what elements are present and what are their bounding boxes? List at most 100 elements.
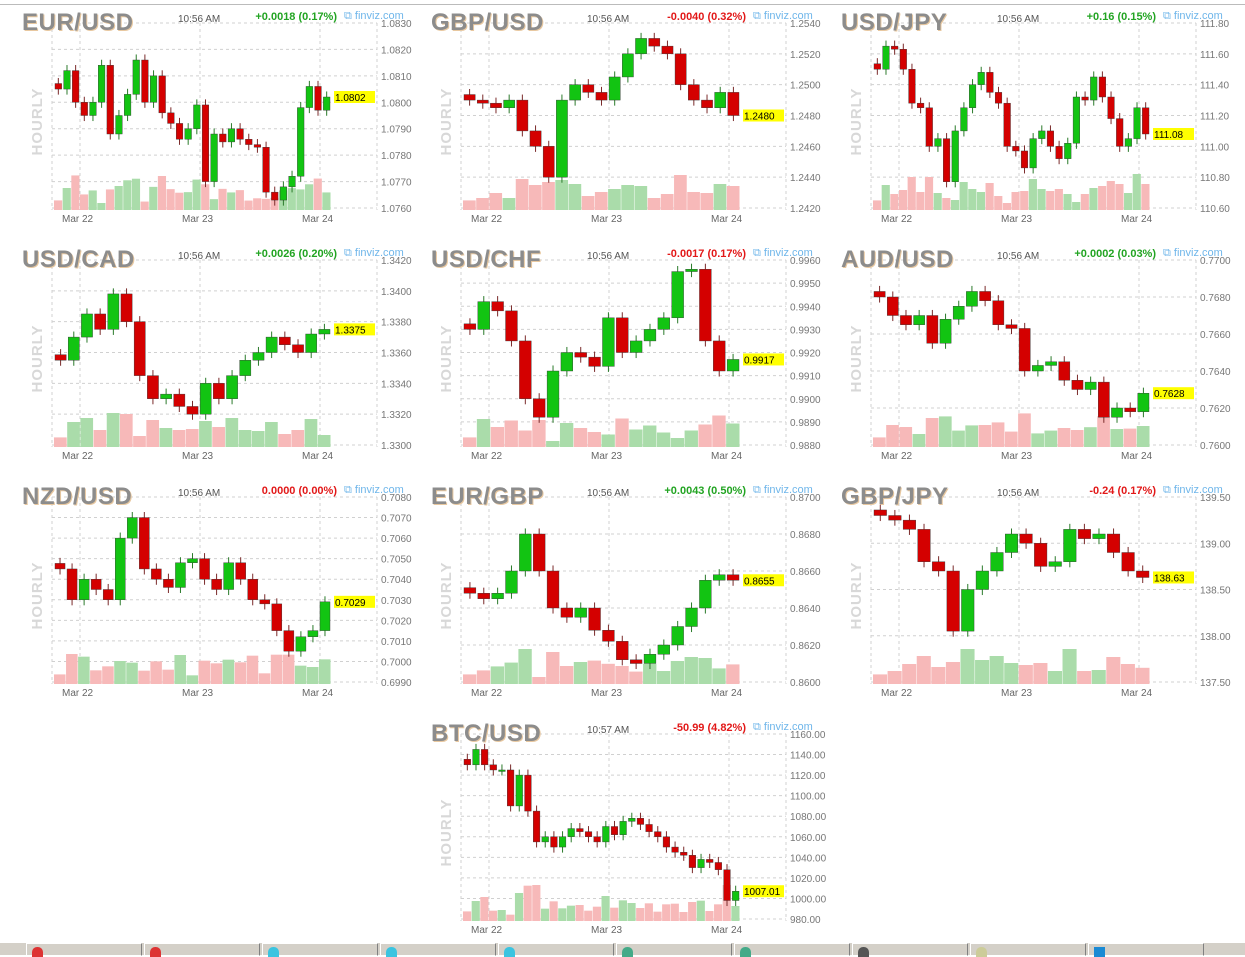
volume-bar [700, 193, 714, 210]
y-tick-label: 111.20 [1200, 112, 1230, 123]
finviz-link[interactable]: ⧉ finviz.com [344, 484, 404, 497]
volume-bar [705, 911, 714, 921]
y-tick-label: 0.7640 [1200, 367, 1231, 378]
candle-down [584, 831, 593, 837]
y-tick-label: 138.50 [1200, 586, 1231, 597]
taskbar-button[interactable] [498, 943, 614, 957]
taskbar-button[interactable] [616, 943, 732, 957]
volume-bar [270, 654, 283, 684]
candle-down [1003, 102, 1011, 147]
taskbar-button[interactable] [144, 943, 260, 957]
taskbar-button[interactable] [734, 943, 850, 957]
volume-bar [282, 654, 295, 684]
volume-bar [79, 194, 89, 210]
candle-down [491, 301, 504, 312]
taskbar-button[interactable] [262, 943, 378, 957]
y-tick-label: 110.60 [1200, 204, 1230, 215]
volume-bar [902, 664, 917, 684]
candle-down [133, 321, 146, 376]
volume-bar [1011, 192, 1020, 210]
volume-bar [629, 671, 643, 684]
candle-down [1046, 130, 1054, 147]
volume-bar [1044, 430, 1058, 447]
volume-bar [133, 436, 146, 447]
y-tick-label: 138.00 [1200, 632, 1231, 643]
candle-up [699, 580, 712, 609]
finviz-label: finviz.com [1173, 247, 1223, 259]
y-tick-label: 980.00 [790, 915, 821, 926]
candle-up [305, 333, 318, 353]
finviz-link[interactable]: ⧉ finviz.com [1163, 247, 1223, 260]
candle-down [891, 45, 899, 50]
candlestick-chart: 1.3420 1.3400 1.3380 1.3360 1.3340 1.3320 1.33… [29, 256, 412, 462]
y-tick-label: 0.7030 [381, 596, 412, 607]
timestamp: 10:56 AM [997, 14, 1040, 25]
candle-up [127, 517, 138, 539]
candle-down [899, 49, 907, 70]
pair-title: AUD/USD [841, 246, 954, 273]
y-tick-label: 0.9960 [790, 256, 821, 267]
candle-down [1012, 146, 1020, 152]
volume-bar [975, 660, 990, 684]
candle-down [932, 561, 946, 572]
x-tick-label: Mar 23 [591, 925, 623, 936]
candle-down [550, 836, 558, 848]
volume-bar [959, 182, 968, 210]
finviz-link[interactable]: ⧉ finviz.com [753, 10, 813, 23]
candle-down [94, 313, 106, 330]
finviz-link[interactable]: ⧉ finviz.com [1163, 484, 1223, 497]
candle-up [975, 570, 989, 590]
y-tick-label: 0.7070 [381, 514, 412, 525]
volume-bar [976, 192, 986, 210]
volume-bar [644, 903, 653, 921]
volume-bar [175, 192, 184, 210]
candle-down [654, 831, 662, 837]
y-tick-label: 0.7020 [381, 616, 412, 627]
candle-down [505, 310, 518, 342]
taskbar-button[interactable] [1088, 943, 1204, 957]
price-change: +0.0026 (0.20%) [255, 248, 337, 260]
candlestick-chart: 0.8700 0.8680 0.8660 0.8640 0.8620 0.8600 Mar … [438, 493, 821, 699]
volume-bar [489, 193, 503, 210]
taskbar-button[interactable] [970, 943, 1086, 957]
volume-bar [317, 435, 331, 447]
candle-down [629, 659, 643, 664]
finviz-link[interactable]: ⧉ finviz.com [344, 10, 404, 23]
finviz-link[interactable]: ⧉ finviz.com [1163, 10, 1223, 23]
finviz-link[interactable]: ⧉ finviz.com [753, 484, 813, 497]
hourly-label: HOURLY [438, 88, 455, 156]
current-price: 1.3375 [335, 325, 366, 336]
x-tick-label: Mar 22 [62, 451, 94, 462]
candle-up [288, 176, 296, 188]
volume-bar [601, 896, 610, 921]
taskbar-button[interactable] [26, 943, 142, 957]
volume-bar [978, 425, 992, 447]
y-tick-label: 1.3380 [381, 318, 412, 329]
taskbar-button[interactable] [852, 943, 968, 957]
candle-up [574, 607, 587, 618]
finviz-logo-icon: ⧉ [1163, 484, 1174, 496]
candle-up [515, 774, 523, 807]
finviz-link[interactable]: ⧉ finviz.com [753, 721, 813, 734]
candlestick-chart: 1160.00 1140.00 1120.00 1100.00 1080.00 1060.… [438, 730, 827, 936]
candle-down [1124, 407, 1137, 412]
x-tick-label: Mar 22 [471, 214, 503, 225]
finviz-link[interactable]: ⧉ finviz.com [344, 247, 404, 260]
volume-bar [62, 188, 71, 210]
finviz-link[interactable]: ⧉ finviz.com [753, 247, 813, 260]
volume-bar [873, 200, 882, 210]
candle-down [1107, 96, 1115, 119]
candle-up [223, 562, 234, 590]
taskbar-button[interactable] [380, 943, 496, 957]
volume-bar [660, 194, 674, 210]
candle-up [279, 186, 287, 201]
candle-down [271, 191, 279, 201]
candle-down [699, 269, 712, 342]
volume-bar [480, 897, 489, 921]
y-tick-label: 1.2520 [790, 50, 821, 61]
volume-bar [157, 176, 167, 210]
finviz-logo-icon: ⧉ [753, 721, 764, 733]
candle-up [622, 53, 634, 78]
volume-bar [559, 666, 574, 684]
volume-bar [140, 201, 149, 210]
